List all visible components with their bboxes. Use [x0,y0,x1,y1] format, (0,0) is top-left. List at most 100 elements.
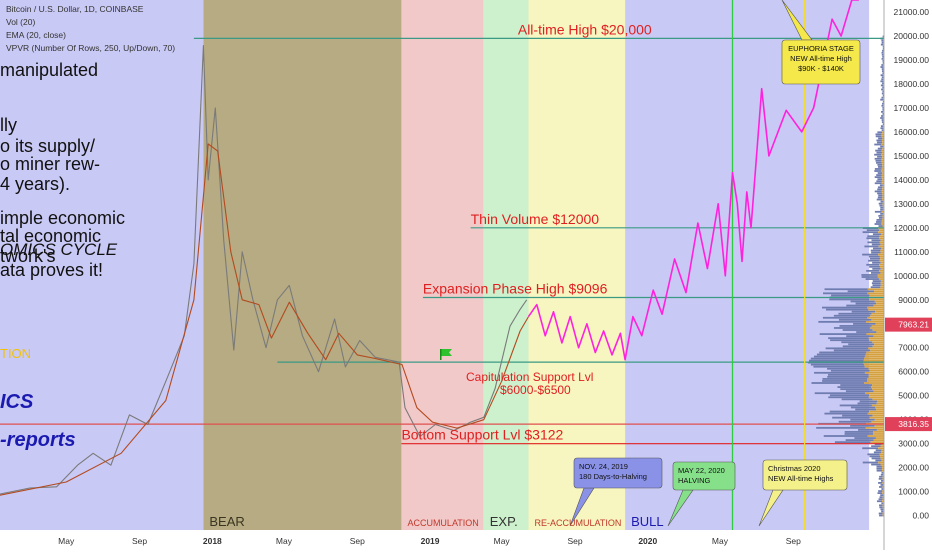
volume-bar-up [882,119,884,121]
volume-bar-down [873,329,884,331]
volume-bar-down [877,400,884,402]
volume-bar-up [846,335,873,337]
y-tick-label: 3000.00 [898,439,929,449]
volume-bar-up [840,388,872,390]
volume-bar-up [834,327,870,329]
volume-bar-up [869,455,880,457]
phase-band-3 [484,0,529,530]
y-tick-label: 14000.00 [894,175,930,185]
volume-bar-up [827,368,868,370]
volume-bar-up [856,303,877,305]
annotation-line-1: Capitulation Support Lvl [466,370,593,384]
volume-bar-up [878,137,882,139]
volume-bar-up [879,498,883,500]
phase-label-5: BULL [631,514,664,529]
volume-bar-down [877,402,884,404]
volume-bar-down [879,270,884,272]
volume-bar-down [870,417,884,419]
volume-bar-down [864,364,884,366]
phase-bands [0,0,869,530]
volume-bar-up [852,311,876,313]
volume-bar-down [880,445,884,447]
volume-bar-up [882,70,883,72]
volume-bar-up [871,272,880,274]
phase-label-4: RE-ACCUMULATION [534,518,621,528]
volume-bar-up [825,288,868,290]
volume-bar-up [872,262,881,264]
overlay-line-11: -reports [0,429,76,451]
volume-bar-up [876,219,881,221]
volume-bar-up [881,40,883,42]
volume-bar-up [877,188,882,190]
volume-bar-down [865,366,884,368]
volume-bar-down [870,349,884,351]
callout-text-3-1: NEW All-time High [790,54,852,63]
callout-text-3-2: $90K - $140K [798,64,844,73]
volume-bar-up [882,129,884,131]
volume-bar-up [882,107,883,109]
volume-bar-up [858,402,877,404]
volume-bar-up [826,309,868,311]
volume-bar-up [882,72,883,74]
volume-bar-up [881,74,883,76]
callout-text-3-0: EUPHORIA STAGE [788,44,854,53]
volume-bar-up [878,195,882,197]
volume-bar-down [872,405,884,407]
overlay-line-7: OMICS CYCLE [0,240,118,259]
volume-bar-up [830,339,869,341]
volume-bar-up [876,174,882,176]
volume-bar-up [823,292,867,294]
volume-bar-down [881,262,884,264]
volume-bar-up [881,484,884,486]
volume-bar-up [872,284,880,286]
callout-text-2-1: NEW All-time Highs [768,474,834,483]
volume-bar-down [871,441,884,443]
volume-bar-up [880,80,883,82]
volume-bar-down [866,352,884,354]
volume-bar-up [883,62,884,64]
volume-bar-up [881,115,883,117]
volume-bar-up [874,154,881,156]
overlay-line-10: ICS [0,391,34,413]
volume-bar-down [875,301,884,303]
volume-bar-down [869,394,884,396]
volume-bar-up [853,323,876,325]
volume-bar-up [872,268,881,270]
volume-bar-up [880,146,883,148]
volume-bar-up [832,417,870,419]
volume-bar-up [871,464,880,466]
level-label-4: Bottom Support Lvl $3122 [401,427,563,443]
volume-bar-up [811,364,864,366]
volume-bar-down [872,325,884,327]
volume-bar-up [815,392,865,394]
volume-bar-up [882,472,884,474]
volume-bar-down [876,437,884,439]
volume-bar-up [882,58,884,60]
volume-bar-up [882,87,883,89]
y-tick-label: 2000.00 [898,463,929,473]
volume-bar-up [848,290,874,292]
volume-bar-down [879,246,884,248]
volume-bar-up [870,258,880,260]
volume-bar-up [811,382,864,384]
volume-bar-up [874,451,881,453]
volume-bar-down [881,154,884,156]
volume-bar-up [880,117,883,119]
volume-bar-down [874,335,884,337]
volume-bar-up [876,449,882,451]
volume-bar-up [845,433,874,435]
volume-bar-down [869,299,884,301]
volume-bar-up [835,441,871,443]
volume-bar-up [882,91,883,93]
y-tick-label: 5000.00 [898,391,929,401]
volume-bar-up [876,180,882,182]
volume-bar-down [873,345,884,347]
volume-bar-up [878,215,882,217]
volume-bar-down [879,235,884,237]
price-label-text-0: 7963.21 [898,320,929,330]
volume-bar-up [813,366,864,368]
volume-bar-up [876,160,882,162]
volume-bar-up [819,352,866,354]
volume-bar-up [831,370,870,372]
